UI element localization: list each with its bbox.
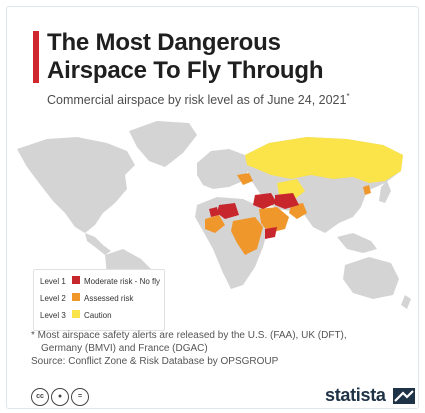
arabia-region: [259, 207, 289, 233]
east-africa-region: [231, 217, 263, 255]
statista-mark-icon: [393, 387, 416, 404]
brand-wordmark: statista: [325, 385, 386, 405]
page-title: The Most Dangerous Airspace To Fly Throu…: [47, 29, 407, 85]
new-zealand: [401, 295, 411, 309]
footnote-line-1: * Most airspace safety alerts are releas…: [31, 330, 347, 341]
source-text: Source: Conflict Zone & Risk Database by…: [31, 356, 279, 367]
ukraine-region: [237, 173, 253, 185]
west-africa-region: [205, 215, 225, 233]
north-america: [17, 137, 135, 233]
legend-row-level-3: Level 3 Caution: [34, 308, 164, 325]
legend-level-label: Level 1: [40, 277, 66, 286]
iran-afghanistan-region: [275, 193, 299, 209]
title-accent-bar: [33, 31, 39, 83]
subtitle-footnote-mark: *: [346, 92, 350, 101]
title-line-2: Airspace To Fly Through: [47, 57, 324, 84]
north-korea-region: [363, 185, 371, 195]
cc-icon[interactable]: cc: [31, 388, 49, 406]
world-map: [17, 121, 411, 317]
title-line-1: The Most Dangerous: [47, 29, 281, 56]
yemen-somalia-region: [265, 227, 277, 239]
europe: [197, 149, 249, 189]
libya-region: [217, 203, 239, 219]
legend-swatch-level-2: [72, 293, 80, 301]
legend-swatch-level-1: [72, 276, 80, 284]
subtitle-text: Commercial airspace by risk level as of …: [47, 93, 347, 108]
legend-swatch-level-3: [72, 310, 80, 318]
russia-caution: [245, 137, 403, 183]
infographic-card: The Most Dangerous Airspace To Fly Throu…: [6, 6, 419, 409]
legend-label-level-2: Assessed risk: [84, 294, 134, 303]
map-legend: Level 1 Moderate risk - No fly Level 2 A…: [33, 269, 165, 331]
nd-icon[interactable]: =: [71, 388, 89, 406]
australia: [343, 257, 399, 299]
legend-label-level-3: Caution: [84, 311, 112, 320]
legend-row-level-1: Level 1 Moderate risk - No fly: [34, 274, 164, 291]
level-2-regions: [205, 173, 371, 255]
footnote: * Most airspace safety alerts are releas…: [31, 329, 401, 368]
middle-east-region: [253, 193, 277, 209]
legend-label-level-1: Moderate risk - No fly: [84, 277, 161, 286]
legend-level-label: Level 3: [40, 311, 66, 320]
legend-row-level-2: Level 2 Assessed risk: [34, 291, 164, 308]
statista-logo[interactable]: statista: [325, 385, 416, 407]
mali-region: [209, 207, 219, 217]
greenland: [129, 121, 197, 167]
legend-level-label: Level 2: [40, 294, 66, 303]
japan: [379, 181, 391, 203]
pakistan-region: [289, 203, 307, 219]
license-icons: cc ● =: [31, 385, 91, 406]
footnote-line-2: Germany (BMVI) and France (DGAC): [41, 343, 208, 354]
subtitle: Commercial airspace by risk level as of …: [47, 92, 417, 107]
southeast-asia: [337, 233, 377, 253]
central-america: [85, 233, 111, 255]
by-icon[interactable]: ●: [51, 388, 69, 406]
level-1-regions: [209, 193, 299, 239]
